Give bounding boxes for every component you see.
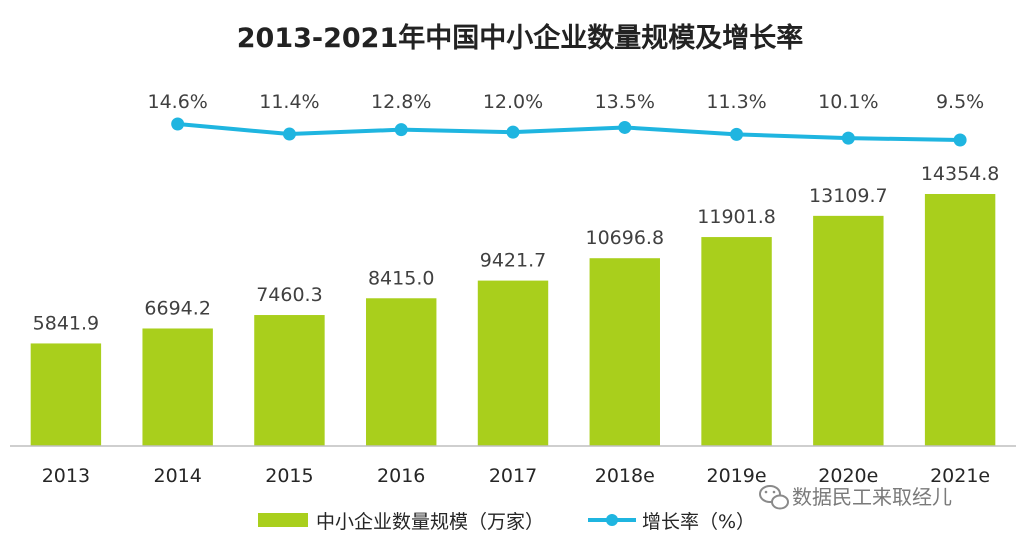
growth-rate-line xyxy=(177,122,961,142)
growth-label-2014: 14.6% xyxy=(147,91,207,113)
bar-label-2018e: 10696.8 xyxy=(585,227,664,249)
growth-point-2015 xyxy=(282,127,296,141)
growth-point-2017 xyxy=(506,125,520,139)
tick-label-2018e: 2018e xyxy=(595,465,655,487)
tick-label-2013: 2013 xyxy=(42,465,90,487)
legend-bar-label: 中小企业数量规模（万家） xyxy=(316,511,544,533)
tick-label-2016: 2016 xyxy=(377,465,425,487)
bar-2015 xyxy=(254,315,325,446)
bar-2018e xyxy=(589,258,660,446)
legend-bar-swatch xyxy=(258,513,308,527)
tick-label-2019e: 2019e xyxy=(707,465,767,487)
growth-point-2020e xyxy=(841,131,855,145)
bar-label-2020e: 13109.7 xyxy=(809,185,888,207)
bar-label-2017: 9421.7 xyxy=(480,250,546,272)
tick-label-2020e: 2020e xyxy=(818,465,878,487)
bar-label-2016: 8415.0 xyxy=(368,267,434,289)
bar-series xyxy=(30,193,996,446)
growth-point-2014 xyxy=(171,117,185,131)
bar-2014 xyxy=(142,328,213,446)
growth-point-2018e xyxy=(618,120,632,134)
growth-label-2020e: 10.1% xyxy=(818,91,878,113)
watermark-text: 数据民工来取经儿 xyxy=(792,485,952,509)
legend-line-label: 增长率（%） xyxy=(642,511,755,533)
watermark: 数据民工来取经儿 xyxy=(759,485,952,510)
wechat-icon xyxy=(759,485,789,510)
growth-rate-labels: 14.6% 11.4% 12.8% 12.0% 13.5% 11.3% 10.1% 9.5% xyxy=(147,91,984,113)
chart-title: 2013-2021年中国中小企业数量规模及增长率 xyxy=(237,22,804,54)
bar-label-2019e: 11901.8 xyxy=(697,206,776,228)
growth-label-2015: 11.4% xyxy=(259,91,319,113)
growth-rate-series xyxy=(171,117,967,147)
legend-line-marker xyxy=(606,514,618,526)
growth-label-2019e: 11.3% xyxy=(706,91,766,113)
bar-label-2015: 7460.3 xyxy=(256,284,322,306)
growth-label-2017: 12.0% xyxy=(483,91,543,113)
growth-point-2019e xyxy=(730,127,744,141)
legend: 中小企业数量规模（万家） 增长率（%） xyxy=(258,511,755,533)
bar-2016 xyxy=(366,298,437,446)
growth-point-2016 xyxy=(394,123,408,137)
growth-label-2018e: 13.5% xyxy=(595,91,655,113)
growth-label-2021e: 9.5% xyxy=(936,91,984,113)
tick-label-2015: 2015 xyxy=(265,465,313,487)
bar-label-2021e: 14354.8 xyxy=(921,163,1000,185)
bar-2013 xyxy=(30,343,102,446)
bar-label-2014: 6694.2 xyxy=(144,297,210,319)
bar-2019e xyxy=(701,237,772,446)
bar-2021e xyxy=(924,193,996,446)
tick-label-2017: 2017 xyxy=(489,465,537,487)
bar-2020e xyxy=(813,215,884,446)
bar-2017 xyxy=(477,280,549,446)
tick-label-2014: 2014 xyxy=(153,465,201,487)
bar-value-labels: 5841.9 6694.2 7460.3 8415.0 9421.7 10696.8 119… xyxy=(33,163,1000,334)
growth-label-2016: 12.8% xyxy=(371,91,431,113)
x-axis-tick-labels: 2013 2014 2015 2016 2017 2018e 2019e 2020e 2021e xyxy=(42,465,990,487)
growth-point-2021e xyxy=(953,133,967,147)
bar-label-2013: 5841.9 xyxy=(33,312,99,334)
tick-label-2021e: 2021e xyxy=(930,465,990,487)
